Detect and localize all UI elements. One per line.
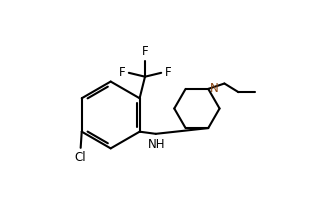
Text: N: N	[210, 82, 218, 95]
Text: F: F	[164, 66, 171, 79]
Text: F: F	[119, 66, 125, 79]
Text: F: F	[142, 45, 148, 58]
Text: NH: NH	[148, 138, 165, 151]
Text: Cl: Cl	[75, 151, 86, 164]
